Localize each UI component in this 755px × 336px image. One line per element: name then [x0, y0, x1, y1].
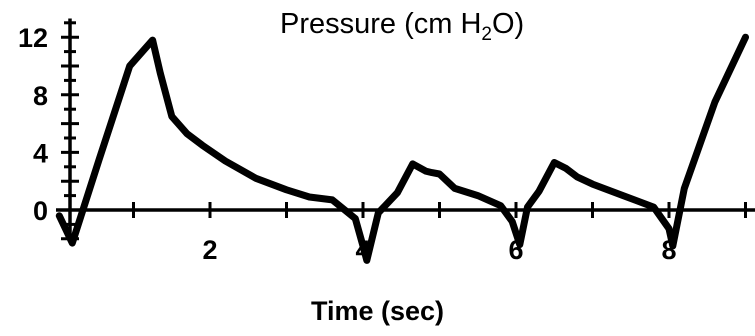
pressure-series-line [55, 33, 749, 264]
plot-area [55, 33, 749, 264]
y-tick-label: 8 [33, 81, 48, 111]
chart-title: Pressure (cm H2O) [280, 8, 524, 46]
y-tick-label: 0 [33, 196, 48, 226]
x-tick-label: 2 [202, 235, 217, 265]
chart-title-tail: O) [492, 8, 525, 40]
chart-title-main: Pressure (cm H [280, 8, 482, 40]
chart-title-subscript: 2 [481, 23, 492, 45]
x-axis-label: Time (sec) [310, 296, 445, 326]
y-tick-label: 4 [33, 138, 48, 168]
y-tick-label: 12 [18, 23, 48, 53]
